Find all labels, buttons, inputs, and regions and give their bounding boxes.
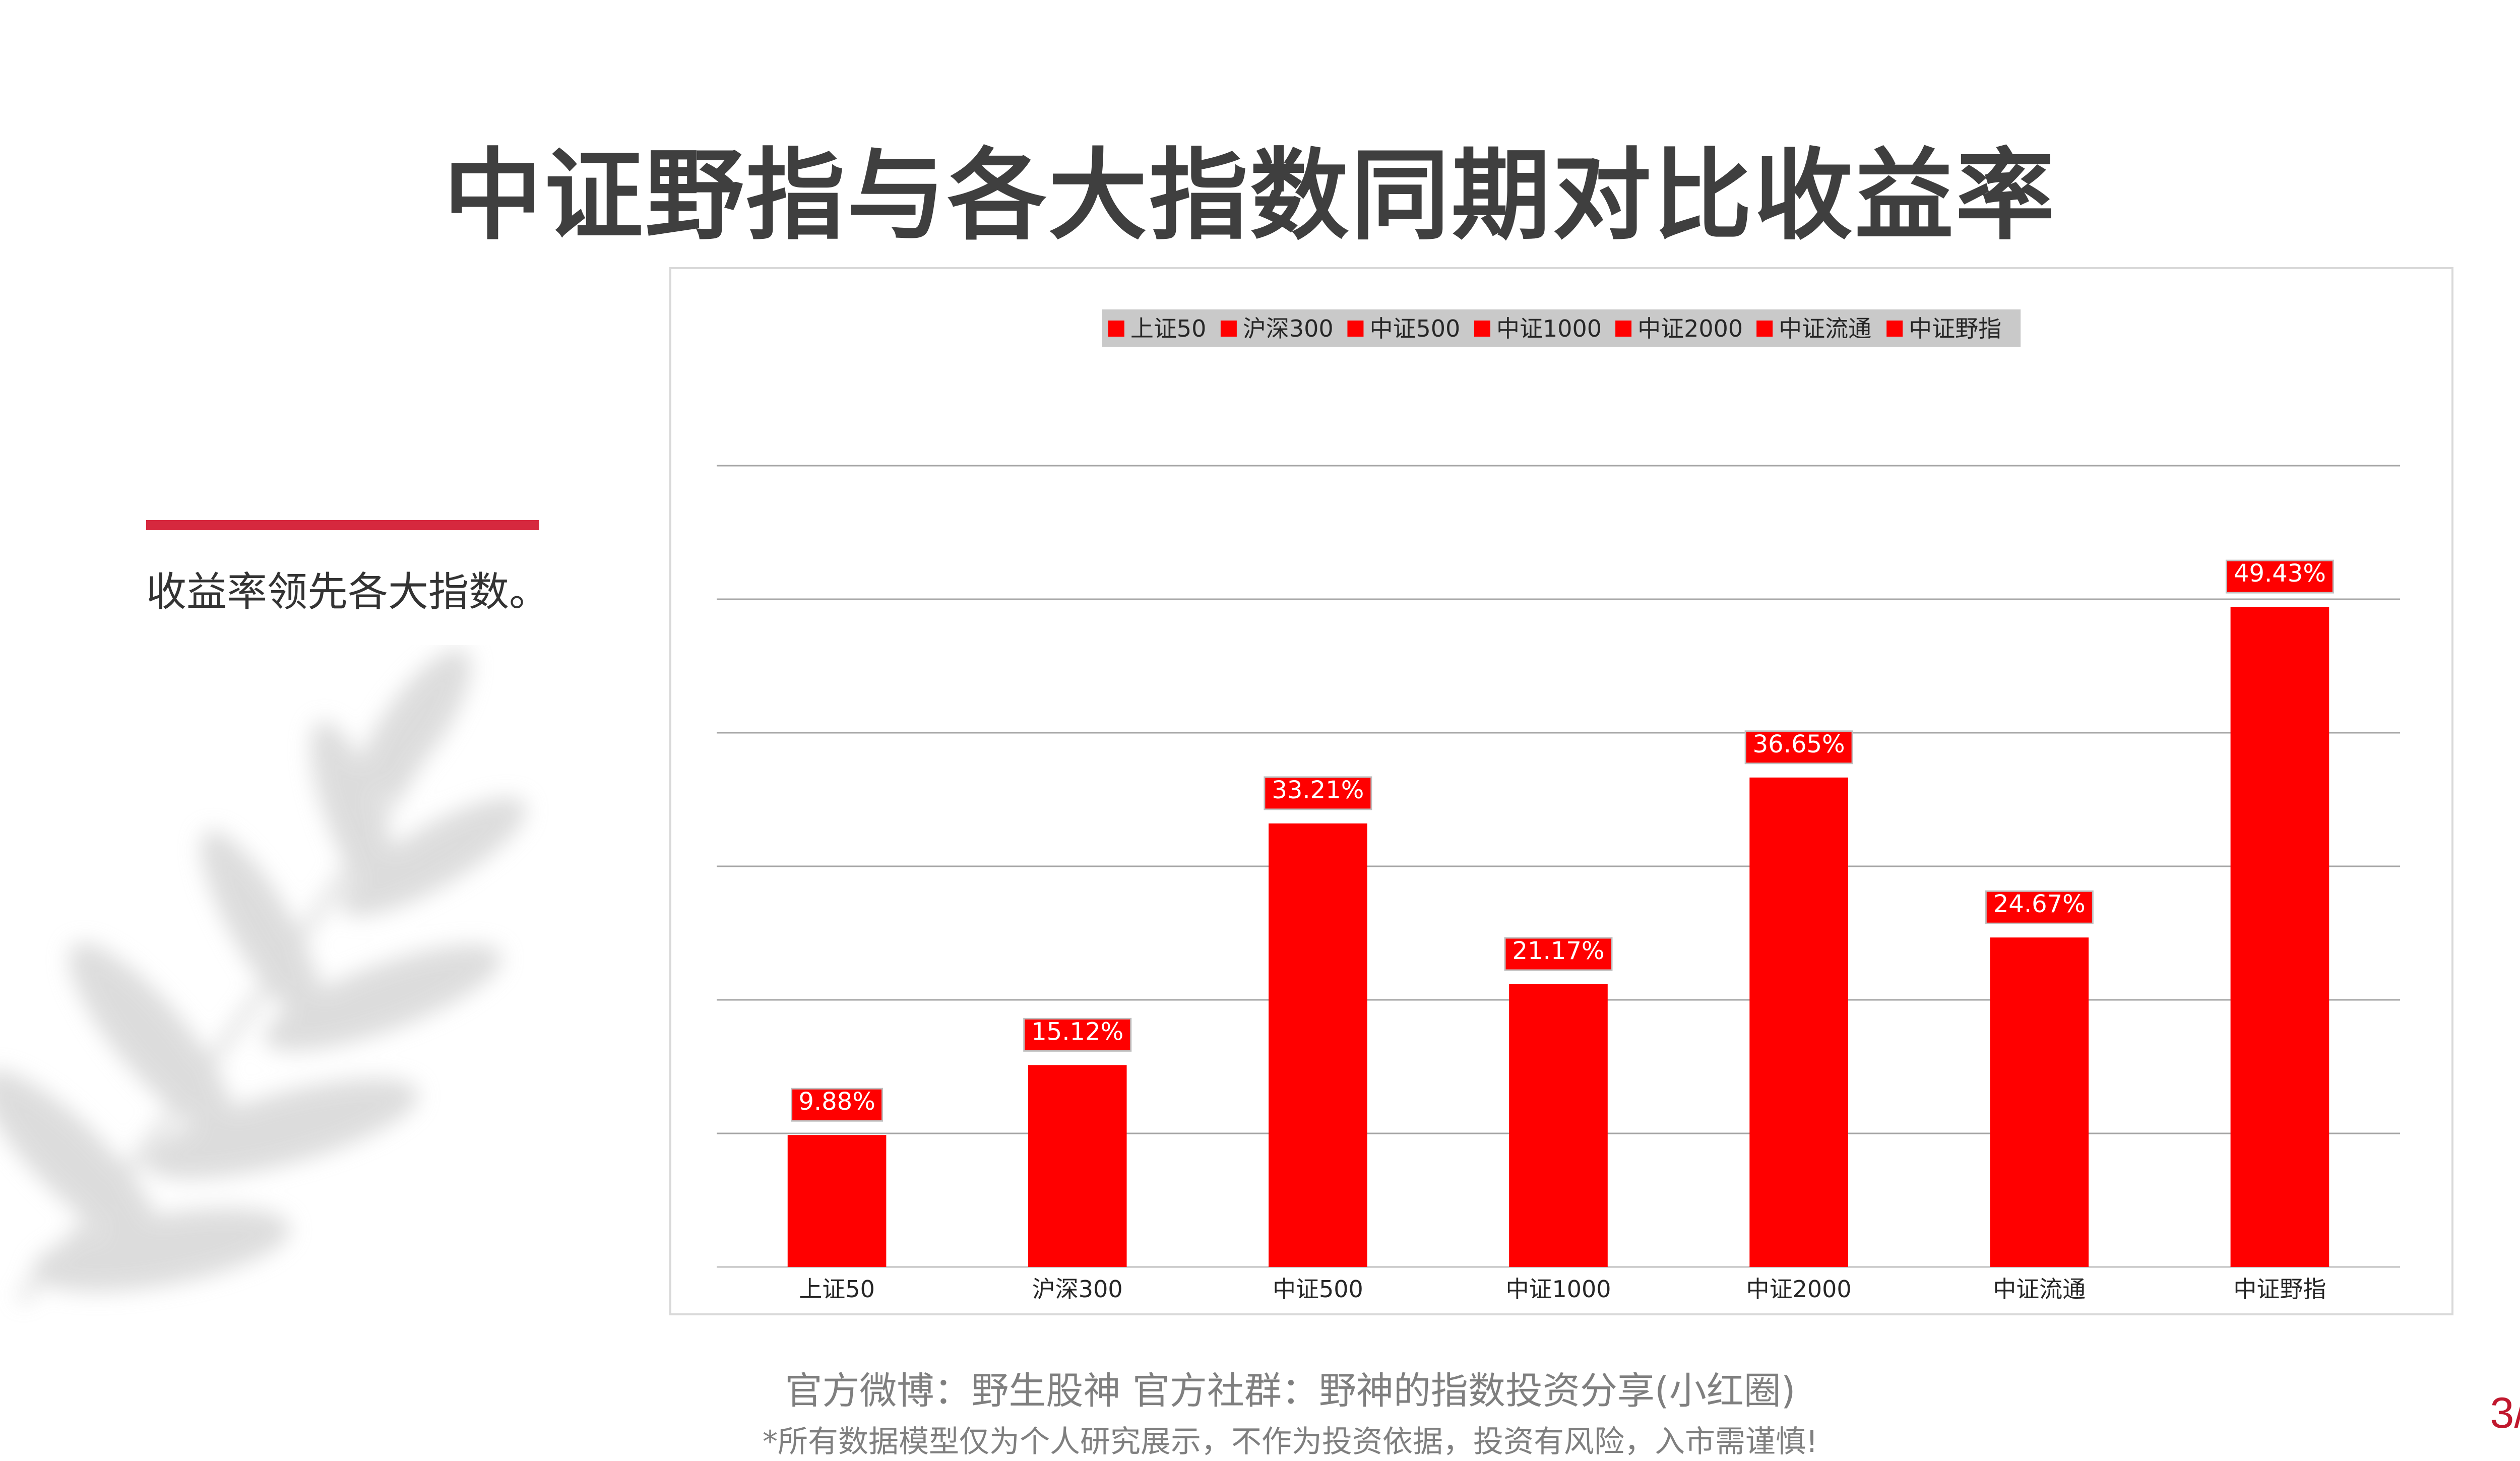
data-label-box [1264,776,1372,810]
legend-swatch [1615,321,1632,337]
x-tick-label: 中证2000 [1746,1276,1852,1303]
data-label: 24.67% [1993,890,2086,918]
data-label-box [1985,890,2094,924]
data-label: 36.65% [1753,730,1845,758]
data-label-box [791,1088,884,1122]
data-label: 15.12% [1031,1018,1123,1046]
bar [1509,984,1608,1267]
x-tick-label: 上证50 [799,1276,875,1303]
legend-label: 中证500 [1369,315,1460,342]
legend-swatch [1886,321,1903,337]
bar-chart: 上证50 沪深300 中证500 中证1000 中证2000 中证流通 中证野指9.88%上… [717,309,2400,1303]
subtitle-text: 收益率领先各大指数。 [146,568,549,615]
bar [787,1135,887,1267]
bar [1028,1065,1127,1267]
data-label: 21.17% [1512,937,1604,965]
x-tick-label: 中证1000 [1505,1276,1611,1303]
data-label: 33.21% [1272,776,1364,804]
x-tick-label: 中证野指 [2233,1276,2326,1303]
data-label-box [2225,559,2334,594]
bar [2230,607,2329,1267]
data-label: 49.43% [2234,559,2326,588]
legend-label: 中证2000 [1637,315,1743,342]
bar [1269,823,1367,1267]
legend-label: 中证1000 [1496,315,1602,342]
page-number: 3/4 [2490,1389,2520,1437]
legend-swatch [1756,321,1773,337]
legend-label: 中证野指 [1909,315,2001,342]
legend-label: 上证50 [1130,315,1207,342]
data-label: 9.88% [798,1088,875,1116]
legend-swatch [1347,321,1364,337]
x-tick-label: 中证500 [1273,1276,1363,1303]
chart-area: 上证50 沪深300 中证500 中证1000 中证2000 中证流通 中证野指 9.88% 上… [669,267,2453,1315]
footer-contact: 官方微博：野生股神 官方社群：野神的指数投资分享(小红圈) [785,1369,1796,1413]
accent-divider [146,520,539,530]
footer-disclaimer: *所有数据模型仅为个人研究展示，不作为投资依据，投资有风险，入市需谨慎! [762,1424,1818,1459]
x-tick-label: 中证流通 [1993,1276,2086,1303]
data-label-box [1504,937,1613,971]
bar [1749,777,1848,1267]
leaf-shadow-decoration [0,649,527,1303]
data-label-box [1023,1018,1132,1052]
page-title: 中证野指与各大指数同期对比收益率 [444,139,2057,253]
legend-label: 沪深300 [1243,315,1334,342]
bar [1990,937,2089,1267]
data-label-box [1744,730,1853,765]
x-tick-label: 沪深300 [1032,1276,1123,1303]
legend-label: 中证流通 [1779,315,1871,342]
legend-swatch [1108,321,1124,337]
legend-background [1102,309,2021,347]
legend-swatch [1474,321,1490,337]
legend-swatch [1220,321,1237,337]
